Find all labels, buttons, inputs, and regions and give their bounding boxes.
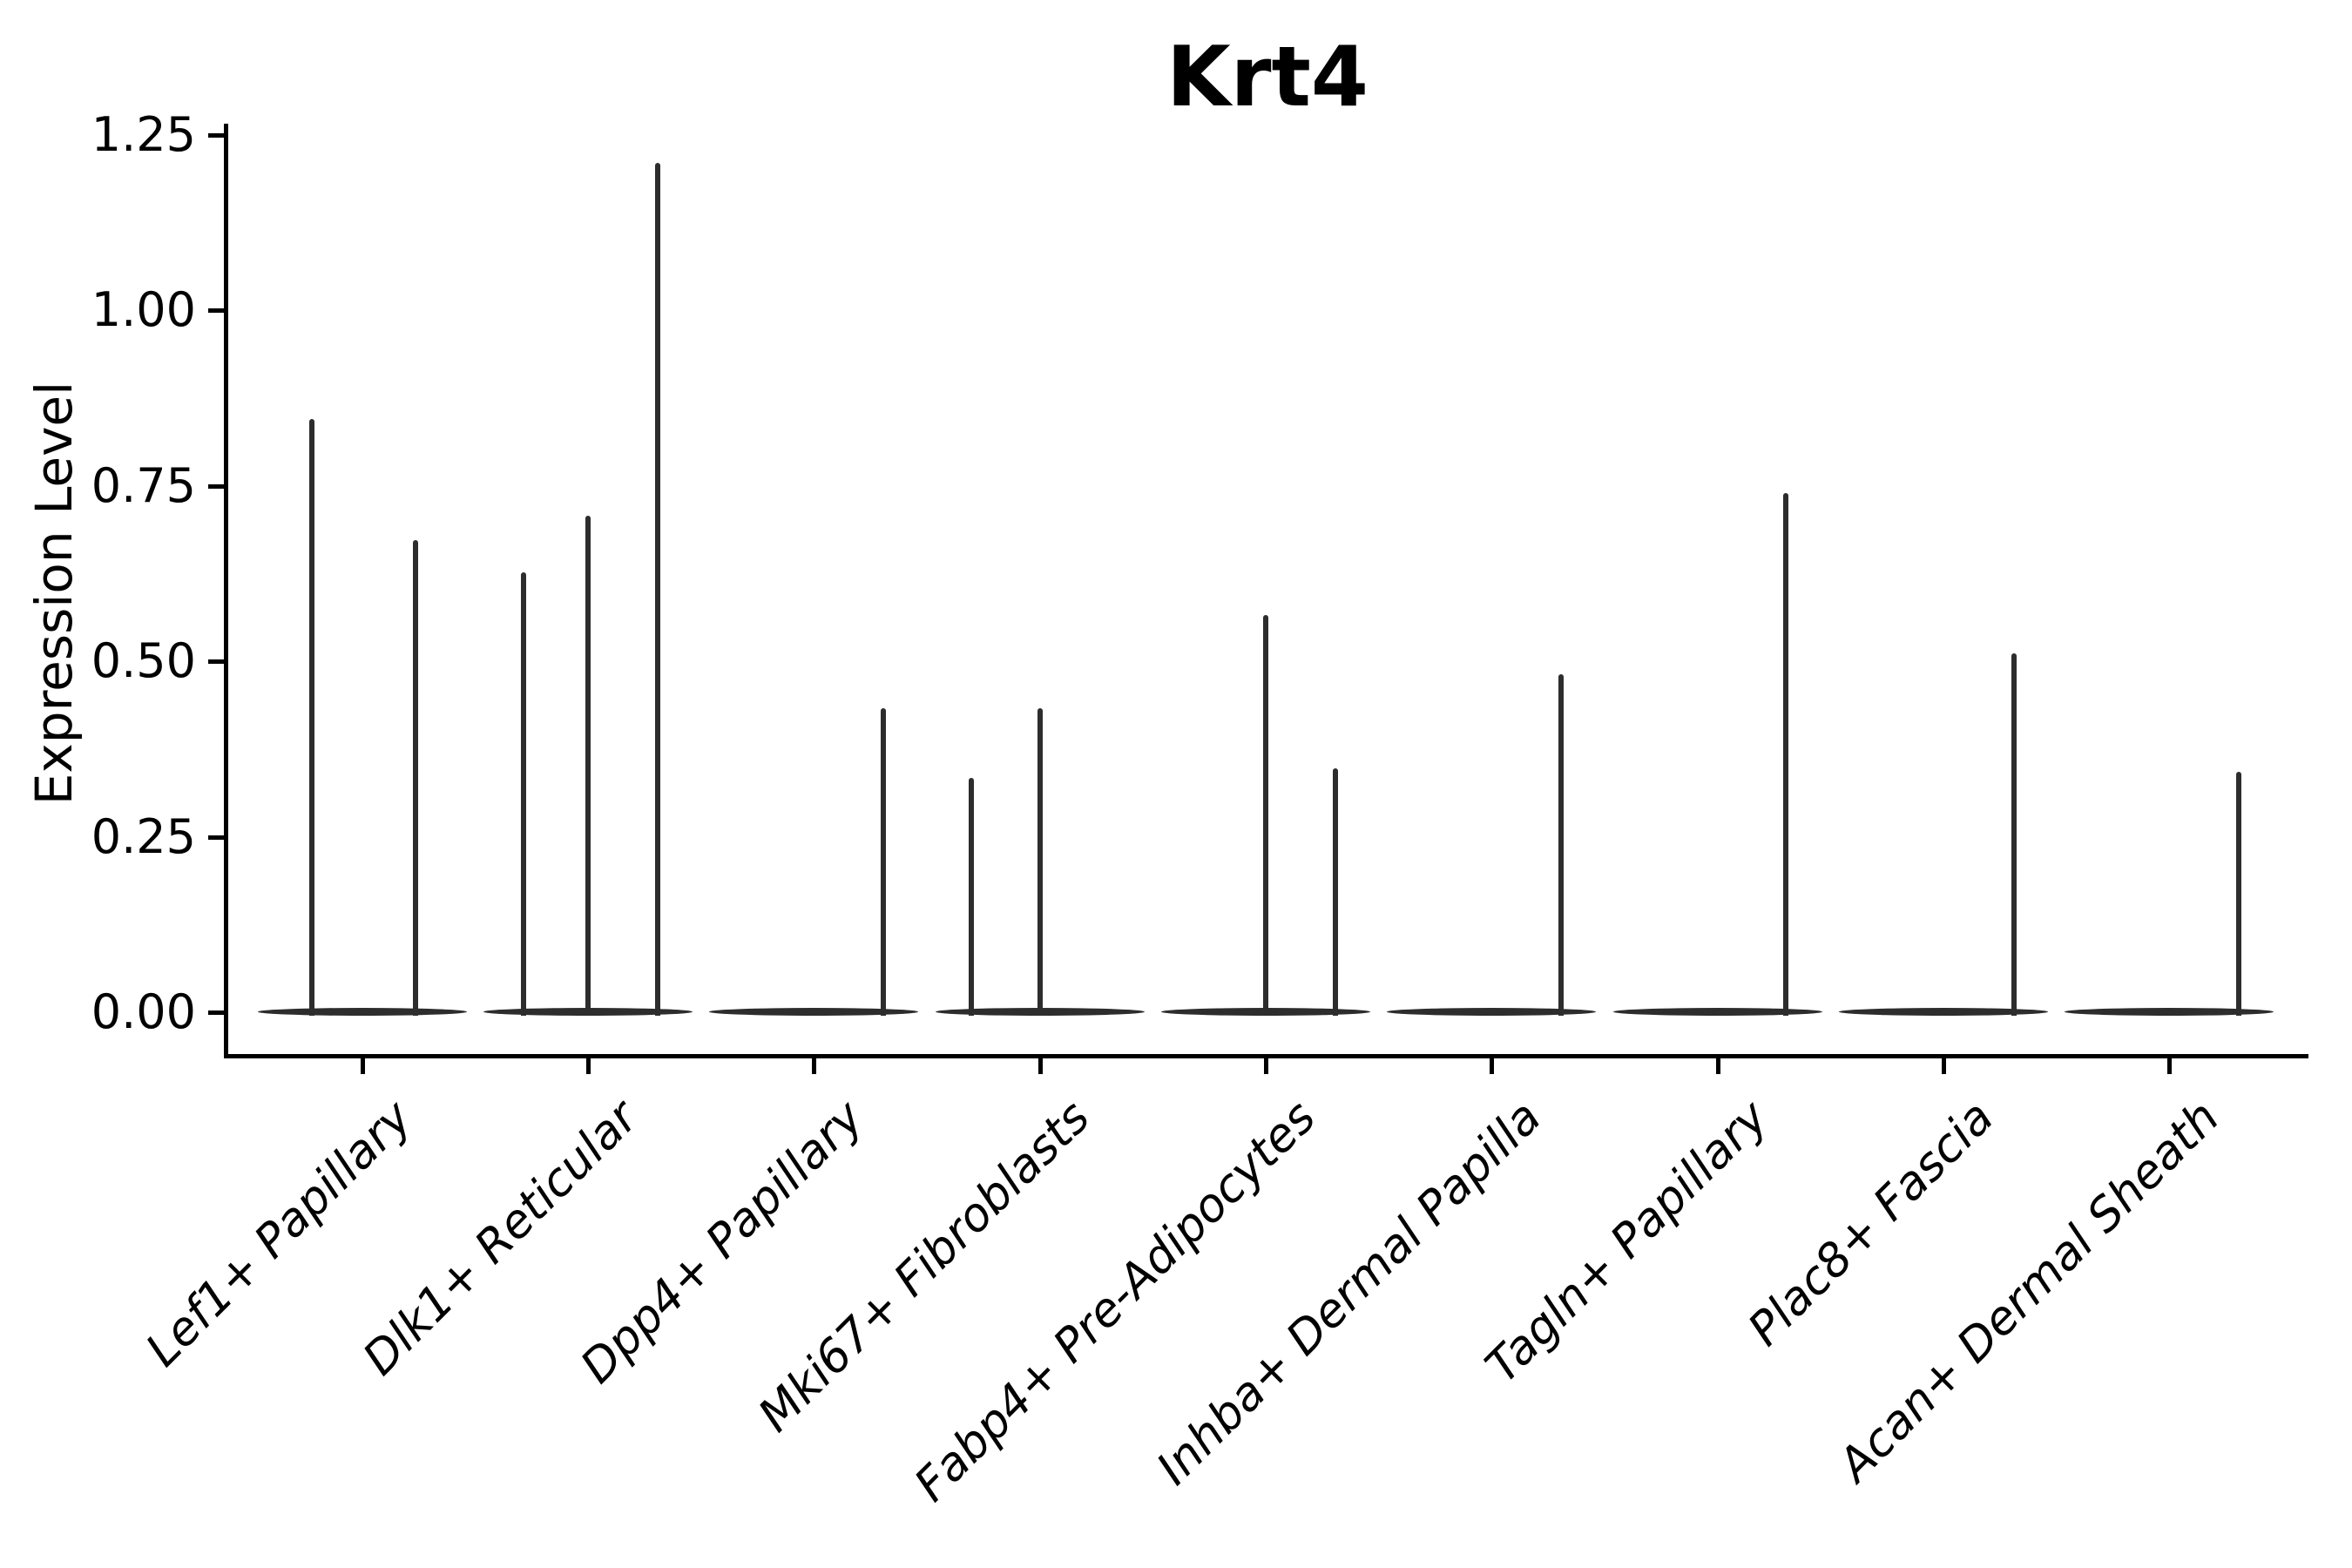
violin-spike xyxy=(521,571,526,1016)
y-tick-label: 1.25 xyxy=(91,107,196,162)
y-axis-label: Expression Level xyxy=(24,381,84,806)
y-tick-mark xyxy=(208,308,224,314)
violin-spike xyxy=(1263,615,1268,1016)
y-axis-spine xyxy=(224,124,228,1058)
violin-spike xyxy=(413,539,418,1016)
violin-zero-base xyxy=(483,1008,693,1016)
y-tick-mark xyxy=(208,133,224,138)
violin-spike xyxy=(655,163,660,1016)
violin-spike xyxy=(309,419,314,1016)
x-tick-mark xyxy=(1716,1058,1720,1074)
violin-spike xyxy=(1558,673,1564,1016)
violin-zero-base xyxy=(1613,1008,1822,1016)
y-tick-label: 0.50 xyxy=(91,633,196,689)
violin-spike xyxy=(881,708,886,1016)
x-tick-mark xyxy=(361,1058,365,1074)
x-tick-mark xyxy=(2167,1058,2172,1074)
violin-zero-base xyxy=(936,1008,1145,1016)
y-tick-label: 0.75 xyxy=(91,457,196,513)
x-tick-mark xyxy=(1942,1058,1946,1074)
x-tick-label: Inhba+ Dermal Papilla xyxy=(1146,1091,1552,1496)
x-tick-mark xyxy=(1264,1058,1268,1074)
chart-title: Krt4 xyxy=(1166,30,1369,125)
x-tick-label: Fabp4+ Pre-Adipocytes xyxy=(904,1091,1327,1512)
violin-zero-base xyxy=(2065,1008,2274,1016)
y-tick-mark xyxy=(208,1010,224,1015)
x-tick-mark xyxy=(1490,1058,1494,1074)
violin-zero-base xyxy=(1161,1008,1370,1016)
x-axis-spine xyxy=(224,1054,2308,1058)
y-tick-mark xyxy=(208,659,224,665)
violin-zero-base xyxy=(1839,1008,2048,1016)
y-tick-mark xyxy=(208,835,224,840)
violin-spike xyxy=(1783,492,1788,1016)
violin-spike xyxy=(585,516,591,1016)
violin-spike xyxy=(2236,771,2241,1016)
y-tick-label: 0.25 xyxy=(91,808,196,864)
y-tick-mark xyxy=(208,483,224,489)
x-tick-label: Plac8+ Fascia xyxy=(1738,1091,2004,1356)
y-tick-label: 0.00 xyxy=(91,984,196,1039)
violin-zero-base xyxy=(258,1008,467,1016)
violin-spike xyxy=(1037,708,1043,1016)
violin-zero-base xyxy=(1387,1008,1596,1016)
violin-spike xyxy=(1333,767,1338,1016)
y-tick-label: 1.00 xyxy=(91,282,196,338)
x-tick-mark xyxy=(812,1058,816,1074)
x-tick-mark xyxy=(586,1058,591,1074)
violin-zero-base xyxy=(709,1008,918,1016)
x-tick-mark xyxy=(1038,1058,1043,1074)
x-tick-label: Acan+ Dermal Sheath xyxy=(1828,1091,2230,1492)
violin-spike xyxy=(2011,653,2017,1016)
violin-spike xyxy=(969,777,974,1016)
